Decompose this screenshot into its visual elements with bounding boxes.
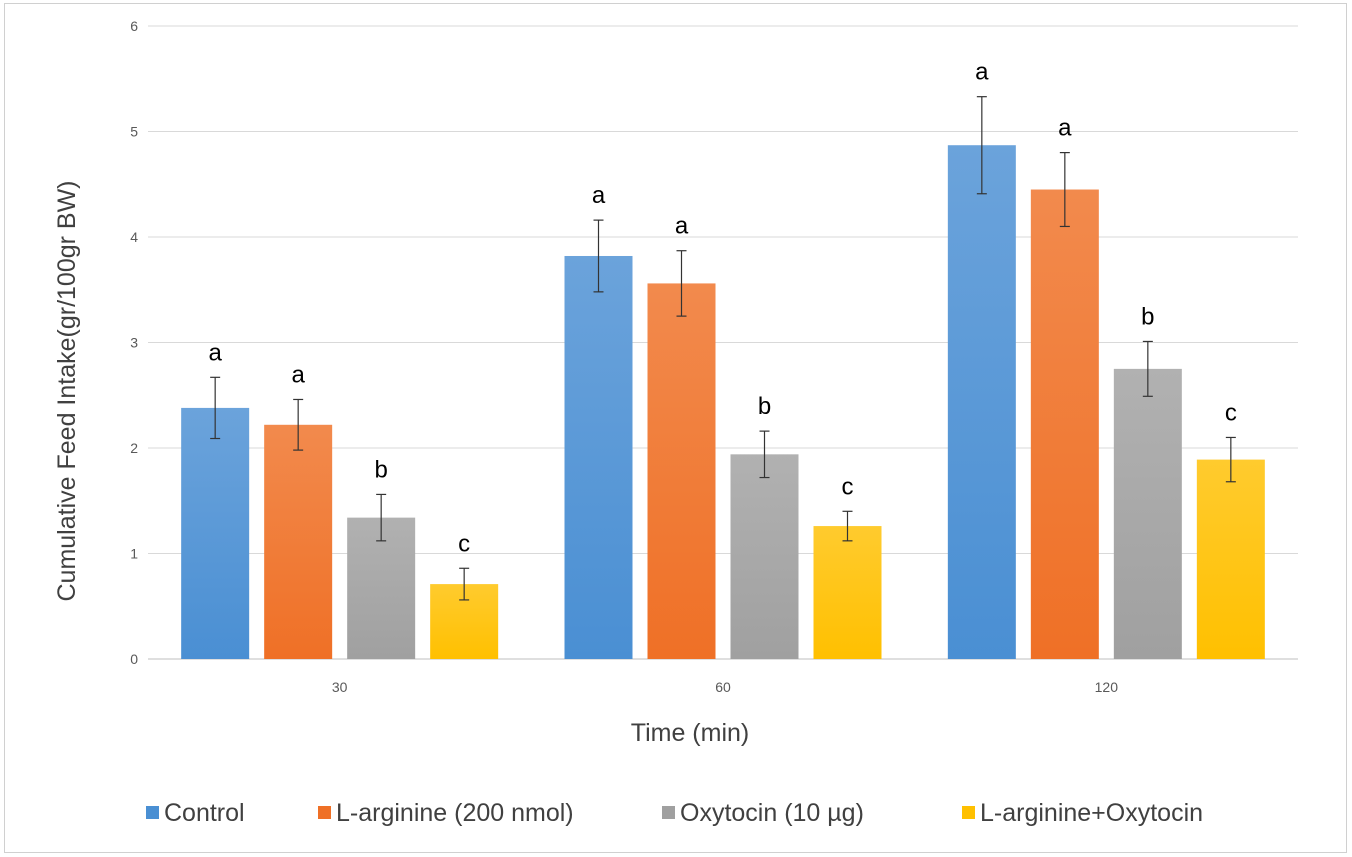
x-tick-label: 60 bbox=[715, 679, 731, 695]
significance-label: b bbox=[374, 456, 387, 483]
bar bbox=[730, 454, 799, 659]
significance-label: b bbox=[758, 393, 771, 420]
significance-label: a bbox=[291, 361, 305, 388]
x-tick-label: 120 bbox=[1095, 679, 1119, 695]
legend-swatch bbox=[662, 806, 675, 819]
bar bbox=[264, 424, 333, 659]
x-axis-ticks: 30 60 120 bbox=[332, 679, 1118, 695]
significance-label: c bbox=[842, 473, 854, 500]
y-tick-label: 0 bbox=[130, 651, 138, 667]
bar bbox=[947, 145, 1016, 660]
x-axis-title: Time (min) bbox=[631, 719, 750, 747]
significance-label: c bbox=[458, 530, 470, 557]
significance-label: a bbox=[1058, 115, 1072, 142]
bar bbox=[1113, 368, 1182, 659]
y-axis-title: Cumulative Feed Intake(gr/100gr BW) bbox=[53, 180, 81, 601]
y-axis-ticks: 0 1 2 3 4 5 6 bbox=[130, 18, 138, 667]
significance-label: a bbox=[675, 213, 689, 240]
significance-label: c bbox=[1225, 399, 1237, 426]
legend: Control L-arginine (200 nmol) Oxytocin (10… bbox=[146, 799, 1203, 827]
bar bbox=[564, 255, 633, 660]
legend-label: Oxytocin (10 µg) bbox=[680, 799, 864, 827]
y-tick-label: 6 bbox=[130, 18, 138, 34]
legend-swatch bbox=[962, 806, 975, 819]
legend-label: Control bbox=[164, 799, 245, 827]
significance-label: a bbox=[208, 339, 222, 366]
legend-swatch bbox=[146, 806, 159, 819]
significance-label: b bbox=[1141, 303, 1154, 330]
y-tick-label: 3 bbox=[130, 335, 138, 351]
bar bbox=[181, 407, 250, 659]
bars: a a b c a a b c a a b c bbox=[181, 59, 1265, 660]
significance-label: a bbox=[975, 59, 989, 86]
gridlines bbox=[148, 25, 1298, 660]
legend-label: L-arginine+Oxytocin bbox=[980, 799, 1203, 827]
y-tick-label: 5 bbox=[130, 124, 138, 140]
y-tick-label: 4 bbox=[130, 229, 138, 245]
legend-label: L-arginine (200 nmol) bbox=[336, 799, 574, 827]
bar bbox=[813, 526, 882, 659]
y-tick-label: 1 bbox=[130, 546, 138, 562]
bar bbox=[647, 283, 716, 659]
significance-label: a bbox=[592, 182, 606, 209]
legend-swatch bbox=[318, 806, 331, 819]
bar bbox=[1030, 189, 1099, 659]
bar bbox=[1196, 459, 1265, 659]
x-tick-label: 30 bbox=[332, 679, 348, 695]
y-tick-label: 2 bbox=[130, 440, 138, 456]
